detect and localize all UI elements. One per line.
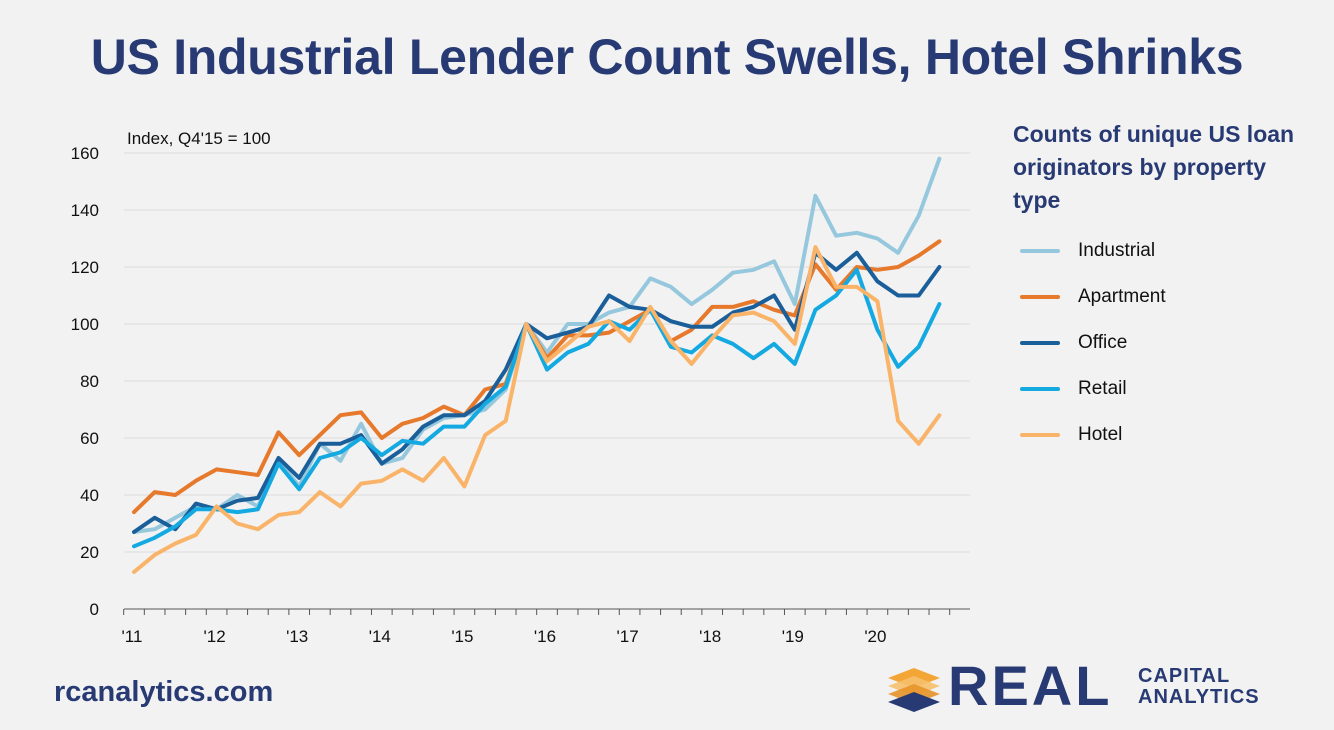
series-line-hotel [132, 245, 942, 574]
tick-labels: 0 20 40 60 80 100 120 140 160 '11 '12 '13 '14 '15 '16 '… [71, 144, 887, 646]
index-note: Index, Q4'15 = 100 [127, 129, 271, 148]
legend-label: Apartment [1078, 286, 1166, 307]
legend-title: Counts of unique US loan originators by … [1013, 121, 1295, 213]
rca-logo: REAL CAPITAL ANALYTICS [886, 654, 1316, 717]
legend-item-retail: Retail [1020, 374, 1320, 404]
y-tick-label: 0 [90, 600, 99, 619]
logo-line-1: CAPITAL [1138, 665, 1231, 687]
y-tick-label: 160 [71, 144, 99, 163]
x-tick-label: '17 [617, 627, 639, 646]
chart-title: US Industrial Lender Count Swells, Hotel… [90, 29, 1244, 85]
x-tick-label: '13 [286, 627, 308, 646]
series-lines [132, 156, 942, 574]
legend-swatch [1020, 341, 1060, 345]
footer-url[interactable]: rcanalytics.com [54, 676, 274, 708]
x-tick-label: '20 [864, 627, 886, 646]
x-tick-label: '15 [451, 627, 473, 646]
y-tick-label: 120 [71, 258, 99, 277]
logo-line-2: ANALYTICS [1138, 686, 1260, 708]
series-line-office [132, 250, 942, 534]
series-line-apartment [132, 239, 942, 515]
y-tick-label: 80 [80, 372, 99, 391]
y-tick-label: 140 [71, 201, 99, 220]
legend-item-hotel: Hotel [1020, 420, 1320, 450]
legend-label: Retail [1078, 378, 1127, 399]
logo-word: REAL [948, 654, 1113, 717]
legend-item-office: Office [1020, 328, 1320, 358]
x-tick-label: '12 [204, 627, 226, 646]
axes [123, 608, 970, 615]
x-tick-label: '19 [782, 627, 804, 646]
x-tick-label: '18 [699, 627, 721, 646]
legend-label: Industrial [1078, 240, 1156, 261]
y-tick-label: 20 [80, 543, 99, 562]
legend-swatch [1020, 387, 1060, 391]
series-line-retail [132, 267, 942, 549]
legend-label: Office [1078, 332, 1128, 353]
legend-item-industrial: Industrial [1020, 236, 1320, 266]
legend-swatch [1020, 295, 1060, 299]
x-tick-label: '14 [369, 627, 391, 646]
logo-stack-icon [888, 668, 940, 712]
legend-item-apartment: Apartment [1020, 282, 1320, 312]
y-tick-label: 40 [80, 486, 99, 505]
logo-subtitle: CAPITAL ANALYTICS [1138, 666, 1260, 708]
x-tick-label: '16 [534, 627, 556, 646]
y-tick-label: 100 [71, 315, 99, 334]
legend-label: Hotel [1078, 424, 1123, 445]
legend-swatch [1020, 433, 1060, 437]
x-tick-label: '11 [122, 627, 143, 646]
y-tick-label: 60 [80, 429, 99, 448]
legend-swatch [1020, 249, 1060, 253]
